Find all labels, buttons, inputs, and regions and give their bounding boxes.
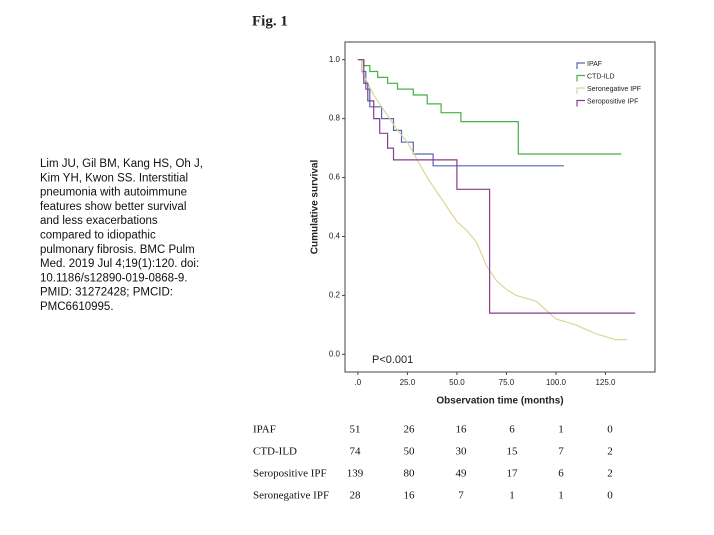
risk-count: 49 (456, 468, 468, 480)
row-label: Seronegative IPF (253, 490, 329, 502)
survival-curve (357, 59, 622, 155)
legend-label: Seropositive IPF (587, 98, 638, 105)
risk-count: 17 (507, 468, 519, 480)
x-axis-label: Observation time (months) (436, 396, 563, 407)
x-tick-label: .0 (355, 378, 362, 387)
citation-line: Kim YH, Kwon SS. Interstitial (40, 172, 188, 184)
risk-count: 6 (558, 468, 564, 480)
y-axis-label: Cumulative survival (310, 160, 321, 255)
risk-count: 2 (607, 468, 613, 480)
annotation: P<0.001 (372, 354, 413, 366)
citation-line: pneumonia with autoimmune (40, 187, 187, 199)
y-tick-label: 0.0 (329, 349, 341, 358)
citation-line: compared to idiopathic (40, 230, 156, 242)
risk-count: 1 (509, 490, 515, 502)
row-label: Seropositive IPF (253, 468, 327, 480)
risk-count: 15 (507, 446, 519, 458)
y-tick-label: 0.8 (329, 114, 341, 123)
x-tick-label: 75.0 (499, 378, 515, 387)
citation-line: 10.1186/s12890-019-0868-9. (40, 272, 188, 284)
x-tick-label: 25.0 (400, 378, 416, 387)
risk-count: 50 (404, 446, 416, 458)
survival-curve (357, 59, 628, 341)
legend-swatch (576, 99, 585, 107)
row-label: IPAF (253, 424, 276, 436)
legend-swatch (576, 87, 585, 94)
risk-count: 51 (350, 424, 361, 436)
risk-count: 7 (458, 490, 464, 502)
risk-count: 1 (558, 490, 564, 502)
risk-count: 30 (456, 446, 468, 458)
y-tick-label: 0.6 (329, 173, 341, 182)
citation-line: pulmonary fibrosis. BMC Pulm (40, 244, 195, 256)
risk-count: 7 (558, 446, 564, 458)
citation-line: PMC6610995. (40, 301, 114, 313)
citation-line: Lim JU, Gil BM, Kang HS, Oh J, (40, 158, 203, 170)
risk-count: 6 (509, 424, 515, 436)
risk-count: 26 (404, 424, 416, 436)
citation-line: PMID: 31272428; PMCID: (40, 287, 173, 299)
risk-count: 2 (607, 446, 613, 458)
legend-swatch (576, 74, 585, 82)
legend-label: Seronegative IPF (587, 86, 641, 93)
citation-line: features show better survival (40, 201, 186, 213)
x-tick-label: 50.0 (449, 378, 465, 387)
legend-label: CTD-ILD (587, 73, 615, 80)
risk-count: 1 (558, 424, 564, 436)
risk-count: 80 (404, 468, 416, 480)
x-tick-label: 100.0 (546, 378, 567, 387)
survival-curve (357, 59, 636, 314)
y-tick-label: 0.2 (329, 291, 341, 300)
row-label: CTD-ILD (253, 446, 297, 458)
legend-swatch (576, 62, 585, 69)
figure-label: Fig. 1 (252, 13, 288, 29)
citation-line: and less exacerbations (40, 215, 158, 227)
risk-count: 0 (607, 424, 613, 436)
y-tick-label: 0.4 (329, 232, 341, 241)
survival-curve (357, 59, 564, 167)
y-tick-label: 1.0 (329, 55, 341, 64)
risk-count: 139 (347, 468, 364, 480)
risk-count: 16 (456, 424, 468, 436)
risk-count: 28 (350, 490, 362, 502)
legend-label: IPAF (587, 61, 602, 68)
risk-count: 16 (404, 490, 416, 502)
risk-count: 0 (607, 490, 613, 502)
citation-line: Med. 2019 Jul 4;19(1):120. doi: (40, 258, 199, 270)
risk-count: 74 (350, 446, 362, 458)
plot-frame (344, 41, 656, 373)
x-tick-label: 125.0 (595, 378, 616, 387)
